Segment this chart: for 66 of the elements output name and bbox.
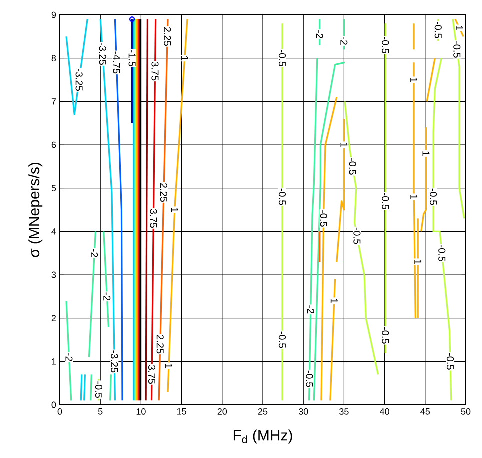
x-tick-label: 45 [420,408,430,415]
annotation: 1 [456,26,463,30]
annotation: 1 [410,78,418,82]
y-tick-label: 3 [52,272,56,278]
annotation: -0.5 [446,353,454,370]
annotation: -2 [340,37,348,45]
annotation: -2 [104,292,111,301]
y-tick-label: 9 [52,12,56,18]
annotation: -2 [91,249,98,258]
annotation: -0.5 [438,245,446,262]
annotation: -3.25 [76,69,83,91]
x-tick-label: 40 [380,408,390,415]
annotation: 2.25 [164,27,172,46]
annotation: 2.25 [156,335,164,354]
y-tick-label: 4 [52,228,56,235]
annotation: -0.5 [306,370,314,388]
x-tick-label: 30 [298,408,308,415]
annotation: -0.5 [382,327,390,344]
annotation: 1 [410,194,418,200]
annotation: -0.5 [434,22,442,38]
annotation: -0.5 [278,188,286,206]
x-tick-label: 15 [177,408,186,415]
annotation: -2 [66,353,73,362]
x-tick-label: 50 [461,408,471,415]
annotation: -0.5 [278,332,286,348]
annotation: 1 [340,142,348,148]
annotation: -0.5 [95,382,103,398]
annotation: -2 [307,306,314,314]
annotation: -0.5 [382,37,390,54]
x-axis-title: F$_{d}$ (MHz) [234,430,292,444]
y-tick-label: 1 [52,358,56,365]
y-tick-label: 7 [52,98,56,105]
annotation: -1.5 [128,50,136,67]
annotation: -0.5 [278,50,286,67]
annotation: 3.75 [148,365,156,384]
annotation: 3.75 [152,62,159,81]
annotation: -0.5 [454,41,461,58]
annotation: -3.25 [99,43,106,65]
annotation: 1 [166,364,172,368]
y-axis-title: σ (MNepers/s) [28,162,43,258]
annotation: 1 [422,152,430,156]
annotation: -4.75 [113,52,120,74]
annotation: -2 [316,30,324,38]
annotation: 1 [414,260,422,264]
x-tick-label: 20 [218,408,228,415]
annotation: 1 [330,298,338,304]
annotation: -0.5 [354,228,361,244]
x-tick-label: 35 [340,408,349,415]
annotation: 1 [181,56,188,61]
y-tick-label: 8 [52,55,56,62]
y-tick-label: 0 [52,402,56,408]
y-tick-label: 2 [52,315,56,322]
annotation: -0.5 [382,193,390,210]
annotation: 3.75 [150,209,158,228]
y-tick-label: 5 [52,185,56,192]
x-tick-label: 10 [136,408,146,415]
annotation: -3.25 [111,350,118,373]
annotation: -0.5 [349,158,356,175]
x-tick-label: 0 [58,408,62,415]
annotation: -0.5 [430,188,438,206]
annotation: 1 [171,208,178,212]
x-tick-label: 5 [98,408,103,415]
annotation: 2.25 [160,183,168,202]
annotation: -0.5 [320,210,328,227]
y-tick-label: 6 [52,142,56,148]
x-tick-label: 25 [258,408,268,415]
